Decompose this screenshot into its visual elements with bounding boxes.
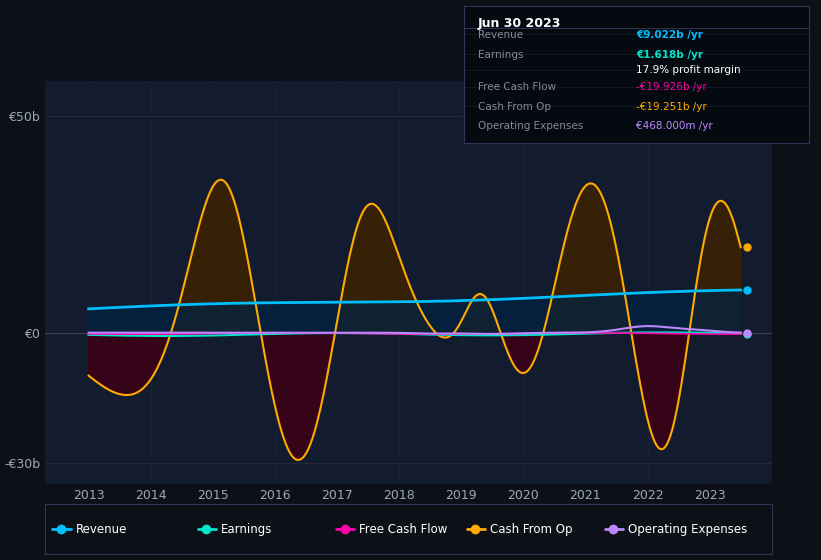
Text: Revenue: Revenue: [76, 522, 127, 536]
Text: €9.022b /yr: €9.022b /yr: [636, 30, 703, 40]
Text: Free Cash Flow: Free Cash Flow: [359, 522, 447, 536]
Text: Revenue: Revenue: [478, 30, 523, 40]
Text: Earnings: Earnings: [221, 522, 273, 536]
Text: -€19.251b /yr: -€19.251b /yr: [636, 102, 707, 111]
Text: Cash From Op: Cash From Op: [478, 102, 551, 111]
Text: €468.000m /yr: €468.000m /yr: [636, 121, 713, 131]
Text: -€19.926b /yr: -€19.926b /yr: [636, 82, 707, 92]
Text: Free Cash Flow: Free Cash Flow: [478, 82, 556, 92]
Text: 17.9% profit margin: 17.9% profit margin: [636, 64, 741, 74]
Text: Cash From Op: Cash From Op: [490, 522, 572, 536]
Text: Jun 30 2023: Jun 30 2023: [478, 17, 561, 30]
Text: €1.618b /yr: €1.618b /yr: [636, 49, 704, 59]
Text: Earnings: Earnings: [478, 49, 523, 59]
Text: Operating Expenses: Operating Expenses: [628, 522, 747, 536]
Text: Operating Expenses: Operating Expenses: [478, 121, 583, 131]
